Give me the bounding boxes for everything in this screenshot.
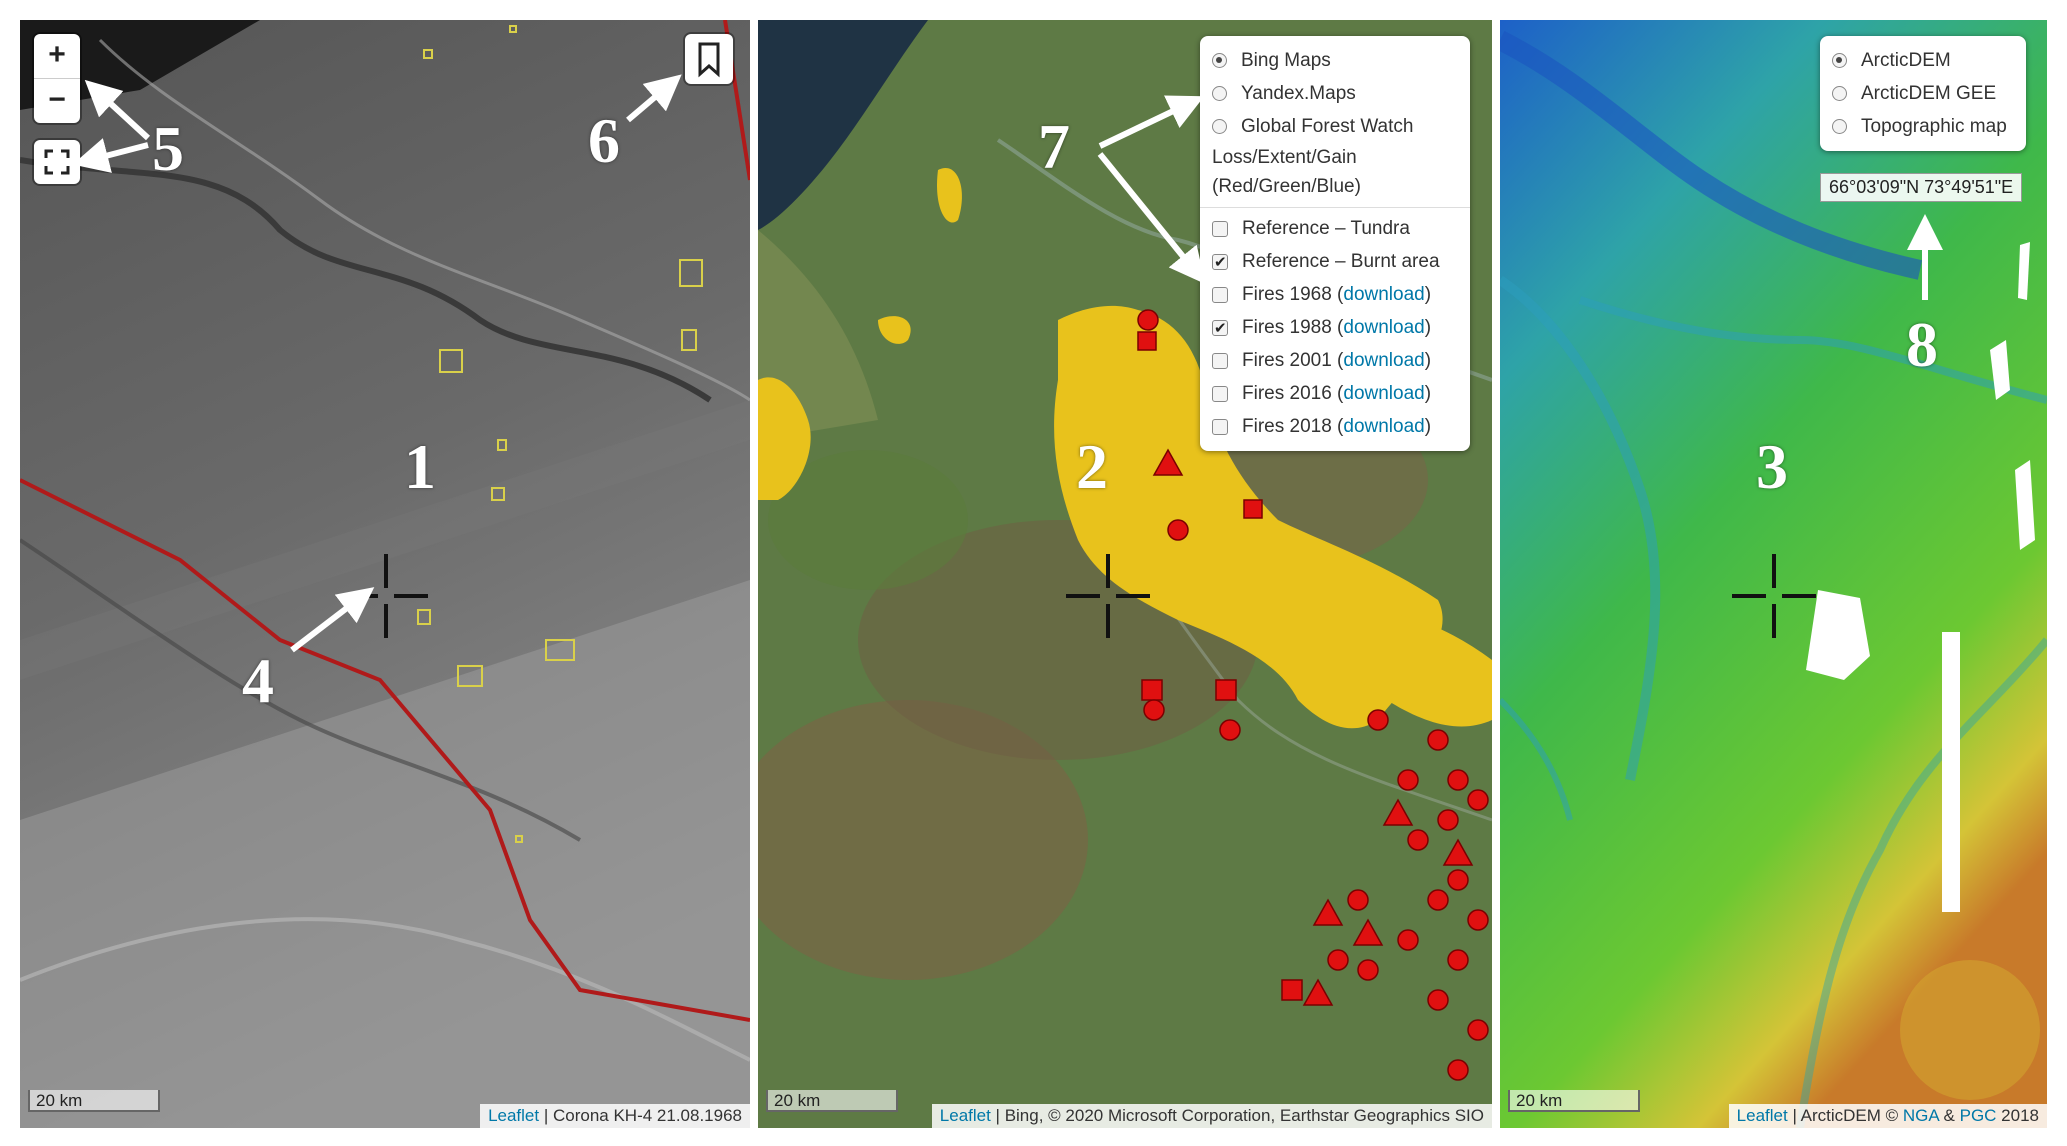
checkbox-fires-1988[interactable] [1212, 312, 1228, 345]
corona-imagery [20, 20, 750, 1128]
annotation-8: 8 [1906, 309, 1938, 380]
annotation-6: 6 [588, 105, 620, 176]
checkbox-fires-1968[interactable] [1212, 286, 1228, 303]
gfw-subtitle-2: (Red/Green/Blue) [1212, 176, 1361, 197]
download-link-1968[interactable]: download [1343, 284, 1425, 305]
panel-label-2: 2 [1076, 431, 1108, 502]
layer-control: ArcticDEM ArcticDEM GEE Topographic map [1820, 36, 2026, 151]
pgc-link[interactable]: PGC [1959, 1106, 1997, 1125]
basemap-option-yandex[interactable]: Yandex.Maps [1212, 77, 1458, 110]
checkbox-tundra[interactable] [1212, 220, 1228, 237]
radio-topographic[interactable] [1832, 119, 1847, 134]
cursor-coordinates: 66°03'09"N 73°49'51"E [1820, 173, 2023, 202]
attribution: Leaflet | Corona KH-4 21.08.1968 [480, 1104, 750, 1128]
basemap-option-gfw[interactable]: Global Forest Watch [1212, 110, 1458, 143]
download-link-2018[interactable]: download [1343, 416, 1425, 437]
radio-yandex[interactable] [1212, 86, 1227, 101]
attribution-text: | Corona KH-4 21.08.1968 [539, 1106, 742, 1125]
checkbox-fires-2016[interactable] [1212, 385, 1228, 402]
basemap-option-topographic[interactable]: Topographic map [1832, 110, 2014, 143]
scale-bar: 20 km [766, 1090, 898, 1112]
attribution: Leaflet | Bing, © 2020 Microsoft Corpora… [931, 1104, 1492, 1128]
zoom-out-button[interactable]: − [48, 83, 66, 116]
fullscreen-button[interactable] [34, 140, 80, 184]
download-link-1988[interactable]: download [1343, 317, 1425, 338]
panel-bing-map[interactable]: Bing Maps Yandex.Maps Global Forest Watc… [758, 20, 1492, 1128]
radio-arcticdem-gee[interactable] [1832, 86, 1847, 101]
scale-bar: 20 km [1508, 1090, 1640, 1112]
overlay-fires-2018[interactable]: Fires 2018 (download) [1212, 410, 1458, 443]
panel-arcticdem-map[interactable]: ArcticDEM ArcticDEM GEE Topographic map … [1500, 20, 2047, 1128]
layer-control: Bing Maps Yandex.Maps Global Forest Watc… [1200, 36, 1470, 451]
basemap-option-arcticdem-gee[interactable]: ArcticDEM GEE [1832, 77, 2014, 110]
overlay-fires-1988[interactable]: Fires 1988 (download) [1212, 311, 1458, 345]
basemap-option-bing[interactable]: Bing Maps [1212, 44, 1458, 77]
crosshair-icon [1732, 554, 1816, 638]
bookmark-icon [698, 42, 720, 78]
leaflet-link[interactable]: Leaflet [488, 1106, 540, 1125]
panel-corona-map[interactable]: + − 5 6 4 1 20 km Leaflet | Corona KH-4 … [20, 20, 750, 1128]
leaflet-link[interactable]: Leaflet [939, 1106, 991, 1125]
checkbox-burnt-area[interactable] [1212, 246, 1228, 279]
zoom-in-button[interactable]: + [34, 34, 80, 79]
overlay-burnt-area[interactable]: Reference – Burnt area [1212, 245, 1458, 279]
checkbox-fires-2018[interactable] [1212, 418, 1228, 435]
panel-label-3: 3 [1756, 431, 1788, 502]
attribution: Leaflet | ArcticDEM © NGA & PGC 2018 [1728, 1104, 2047, 1128]
bookmark-button[interactable] [685, 34, 733, 84]
download-link-2001[interactable]: download [1343, 350, 1425, 371]
nga-link[interactable]: NGA [1902, 1106, 1939, 1125]
checkbox-fires-2001[interactable] [1212, 352, 1228, 369]
layer-separator [1200, 207, 1470, 208]
scale-bar: 20 km [28, 1090, 160, 1112]
basemap-option-arcticdem[interactable]: ArcticDEM [1832, 44, 2014, 77]
gfw-subtitle-1: Loss/Extent/Gain [1212, 147, 1357, 168]
annotation-7: 7 [1038, 111, 1070, 182]
annotation-4: 4 [242, 645, 274, 716]
radio-gfw[interactable] [1212, 119, 1227, 134]
overlay-fires-2016[interactable]: Fires 2016 (download) [1212, 377, 1458, 410]
attribution-text: | ArcticDEM © [1787, 1106, 1903, 1125]
overlay-tundra[interactable]: Reference – Tundra [1212, 212, 1458, 245]
panel-label-1: 1 [404, 431, 436, 502]
crosshair-icon [1066, 554, 1150, 638]
leaflet-link[interactable]: Leaflet [1736, 1106, 1788, 1125]
attribution-text: | Bing, © 2020 Microsoft Corporation, Ea… [990, 1106, 1484, 1125]
zoom-control: + − [34, 34, 80, 123]
radio-arcticdem[interactable] [1832, 53, 1847, 68]
crosshair-icon [344, 554, 428, 638]
fullscreen-icon [44, 149, 70, 175]
overlay-fires-1968[interactable]: Fires 1968 (download) [1212, 278, 1458, 311]
download-link-2016[interactable]: download [1343, 383, 1425, 404]
annotation-5: 5 [152, 113, 184, 184]
radio-bing[interactable] [1212, 53, 1227, 68]
overlay-fires-2001[interactable]: Fires 2001 (download) [1212, 344, 1458, 377]
